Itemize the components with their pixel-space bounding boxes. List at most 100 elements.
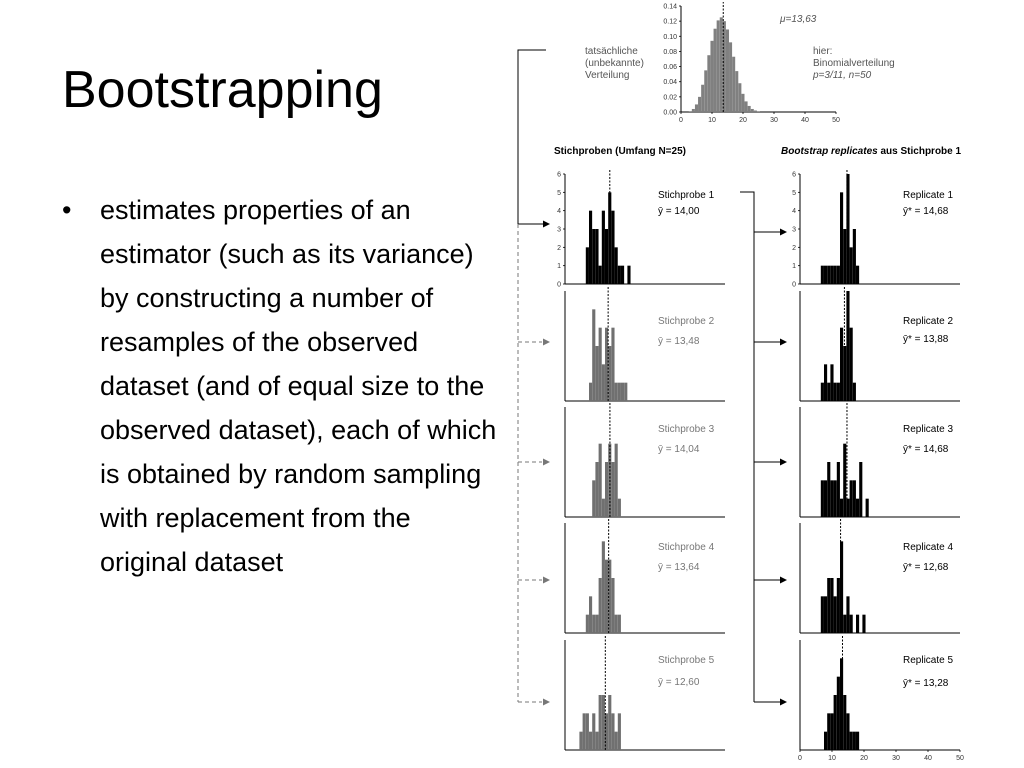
arrowhead: [780, 576, 787, 584]
histogram-bar: [614, 247, 618, 284]
y-tick-label: 5: [557, 190, 561, 197]
y-tick-label: 2: [557, 245, 561, 252]
histogram-bar: [614, 443, 618, 517]
histogram-bar: [732, 56, 736, 112]
x-tick-label: 50: [832, 117, 840, 124]
arrowhead: [543, 576, 550, 584]
histogram-panel: [564, 519, 725, 634]
histogram-bar: [827, 713, 831, 750]
y-tick-label: 3: [557, 227, 561, 234]
histogram-bar: [592, 229, 596, 284]
sample-label: Stichprobe 2: [658, 316, 715, 327]
histogram-bar: [862, 614, 866, 633]
histogram-bar: [744, 101, 748, 112]
histogram-bar: [617, 498, 621, 517]
histogram-panel: [564, 636, 725, 751]
histogram-bar: [820, 382, 824, 401]
histogram-bar: [601, 541, 605, 633]
panel-labels: Stichprobe 1 ȳ = 14,00 Stichprobe 2 ȳ = …: [658, 190, 953, 689]
histogram-bar: [611, 462, 615, 517]
histogram-bar: [722, 21, 726, 113]
histogram-bar: [846, 174, 850, 284]
sample-mean: ȳ = 13,64: [658, 562, 700, 573]
histogram-bar: [598, 695, 602, 750]
sample-mean: ȳ = 13,48: [658, 336, 700, 347]
y-tick-label: 0.06: [663, 64, 677, 71]
x-tick-label: 10: [708, 117, 716, 124]
histogram-panel: [799, 287, 960, 402]
replicate-label: Replicate 5: [903, 655, 953, 666]
histogram-bar: [843, 614, 847, 633]
histogram-bar: [601, 364, 605, 401]
histogram-bar: [585, 247, 589, 284]
arrowhead: [543, 338, 550, 346]
histogram-bar: [849, 731, 853, 750]
replicate-label: Replicate 1: [903, 190, 953, 201]
histogram-bar: [846, 498, 850, 517]
y-tick-label: 2: [792, 245, 796, 252]
histogram-bar: [627, 265, 631, 284]
histogram-bar: [694, 104, 698, 112]
histogram-bar: [585, 614, 589, 633]
histogram-panel: 0.00 0.02 0.04 0.06 0.08 0.10 0.12 0.14 0 10 20 30 4…: [663, 2, 840, 124]
histogram-bar: [621, 382, 625, 401]
replicate-mean: ȳ* = 13,28: [903, 678, 949, 689]
histogram-bar: [856, 614, 860, 633]
dashed-arrow-line: [518, 341, 542, 703]
histogram-bar: [856, 731, 860, 750]
histogram-bar: [621, 265, 625, 284]
histogram-bar: [592, 480, 596, 517]
histogram-bar: [846, 596, 850, 633]
distribution-label-line: p=3/11, n=50: [812, 70, 872, 81]
histogram-bar: [611, 713, 615, 750]
histogram-bar: [830, 265, 834, 284]
arrowhead: [543, 698, 550, 706]
histogram-bar: [605, 327, 609, 401]
y-tick-label: 1: [557, 263, 561, 270]
x-tick-label: 10: [828, 755, 836, 762]
histogram-bar: [820, 265, 824, 284]
arrowhead: [543, 458, 550, 466]
histogram-bar: [713, 28, 717, 112]
histogram-bar: [611, 578, 615, 633]
histogram-bar: [601, 695, 605, 750]
sample-label: Stichprobe 3: [658, 424, 715, 435]
replicate-arrow-line: [754, 231, 780, 703]
sample-label: Stichprobe 1: [658, 190, 715, 201]
histogram-bar: [598, 443, 602, 517]
y-tick-label: 6: [557, 172, 561, 179]
replicate-label: Replicate 4: [903, 542, 953, 553]
bootstrap-figure: tatsächliche (unbekannte) Verteilung μ=1…: [517, 2, 964, 762]
x-tick-label: 30: [892, 755, 900, 762]
histogram-bar: [738, 83, 742, 112]
histogram-bar: [836, 265, 840, 284]
x-tick-label: 0: [798, 755, 802, 762]
replicate-mean: ȳ* = 12,68: [903, 562, 949, 573]
y-tick-label: 4: [557, 208, 561, 215]
y-tick-label: 0: [792, 282, 796, 289]
histogram-bar: [852, 731, 856, 750]
bullet-item: estimates properties of an estimator (su…: [62, 188, 502, 584]
histogram-bar: [824, 364, 828, 401]
histogram-bar: [840, 498, 844, 517]
histogram-bar: [704, 70, 708, 112]
histogram-bar: [595, 229, 599, 284]
histogram-bar: [824, 731, 828, 750]
sample-mean: ȳ = 14,00: [658, 206, 700, 217]
replicates-header-rest: aus Stichprobe 1: [878, 146, 962, 157]
histogram-bar: [830, 578, 834, 633]
replicate-mean: ȳ* = 14,68: [903, 206, 949, 217]
histogram-bar: [741, 93, 745, 112]
samples-header: Stichproben (Umfang N=25): [554, 146, 686, 157]
histogram-bar: [840, 541, 844, 633]
arrowheads: [543, 220, 787, 706]
histogram-bar: [725, 29, 729, 112]
y-tick-label: 3: [792, 227, 796, 234]
histogram-bar: [820, 480, 824, 517]
histogram-bar: [595, 731, 599, 750]
histogram-bar: [592, 614, 596, 633]
y-tick-label: 0.04: [663, 79, 677, 86]
x-tick-label: 30: [770, 117, 778, 124]
histogram-bar: [824, 480, 828, 517]
replicate-label: Replicate 3: [903, 424, 953, 435]
